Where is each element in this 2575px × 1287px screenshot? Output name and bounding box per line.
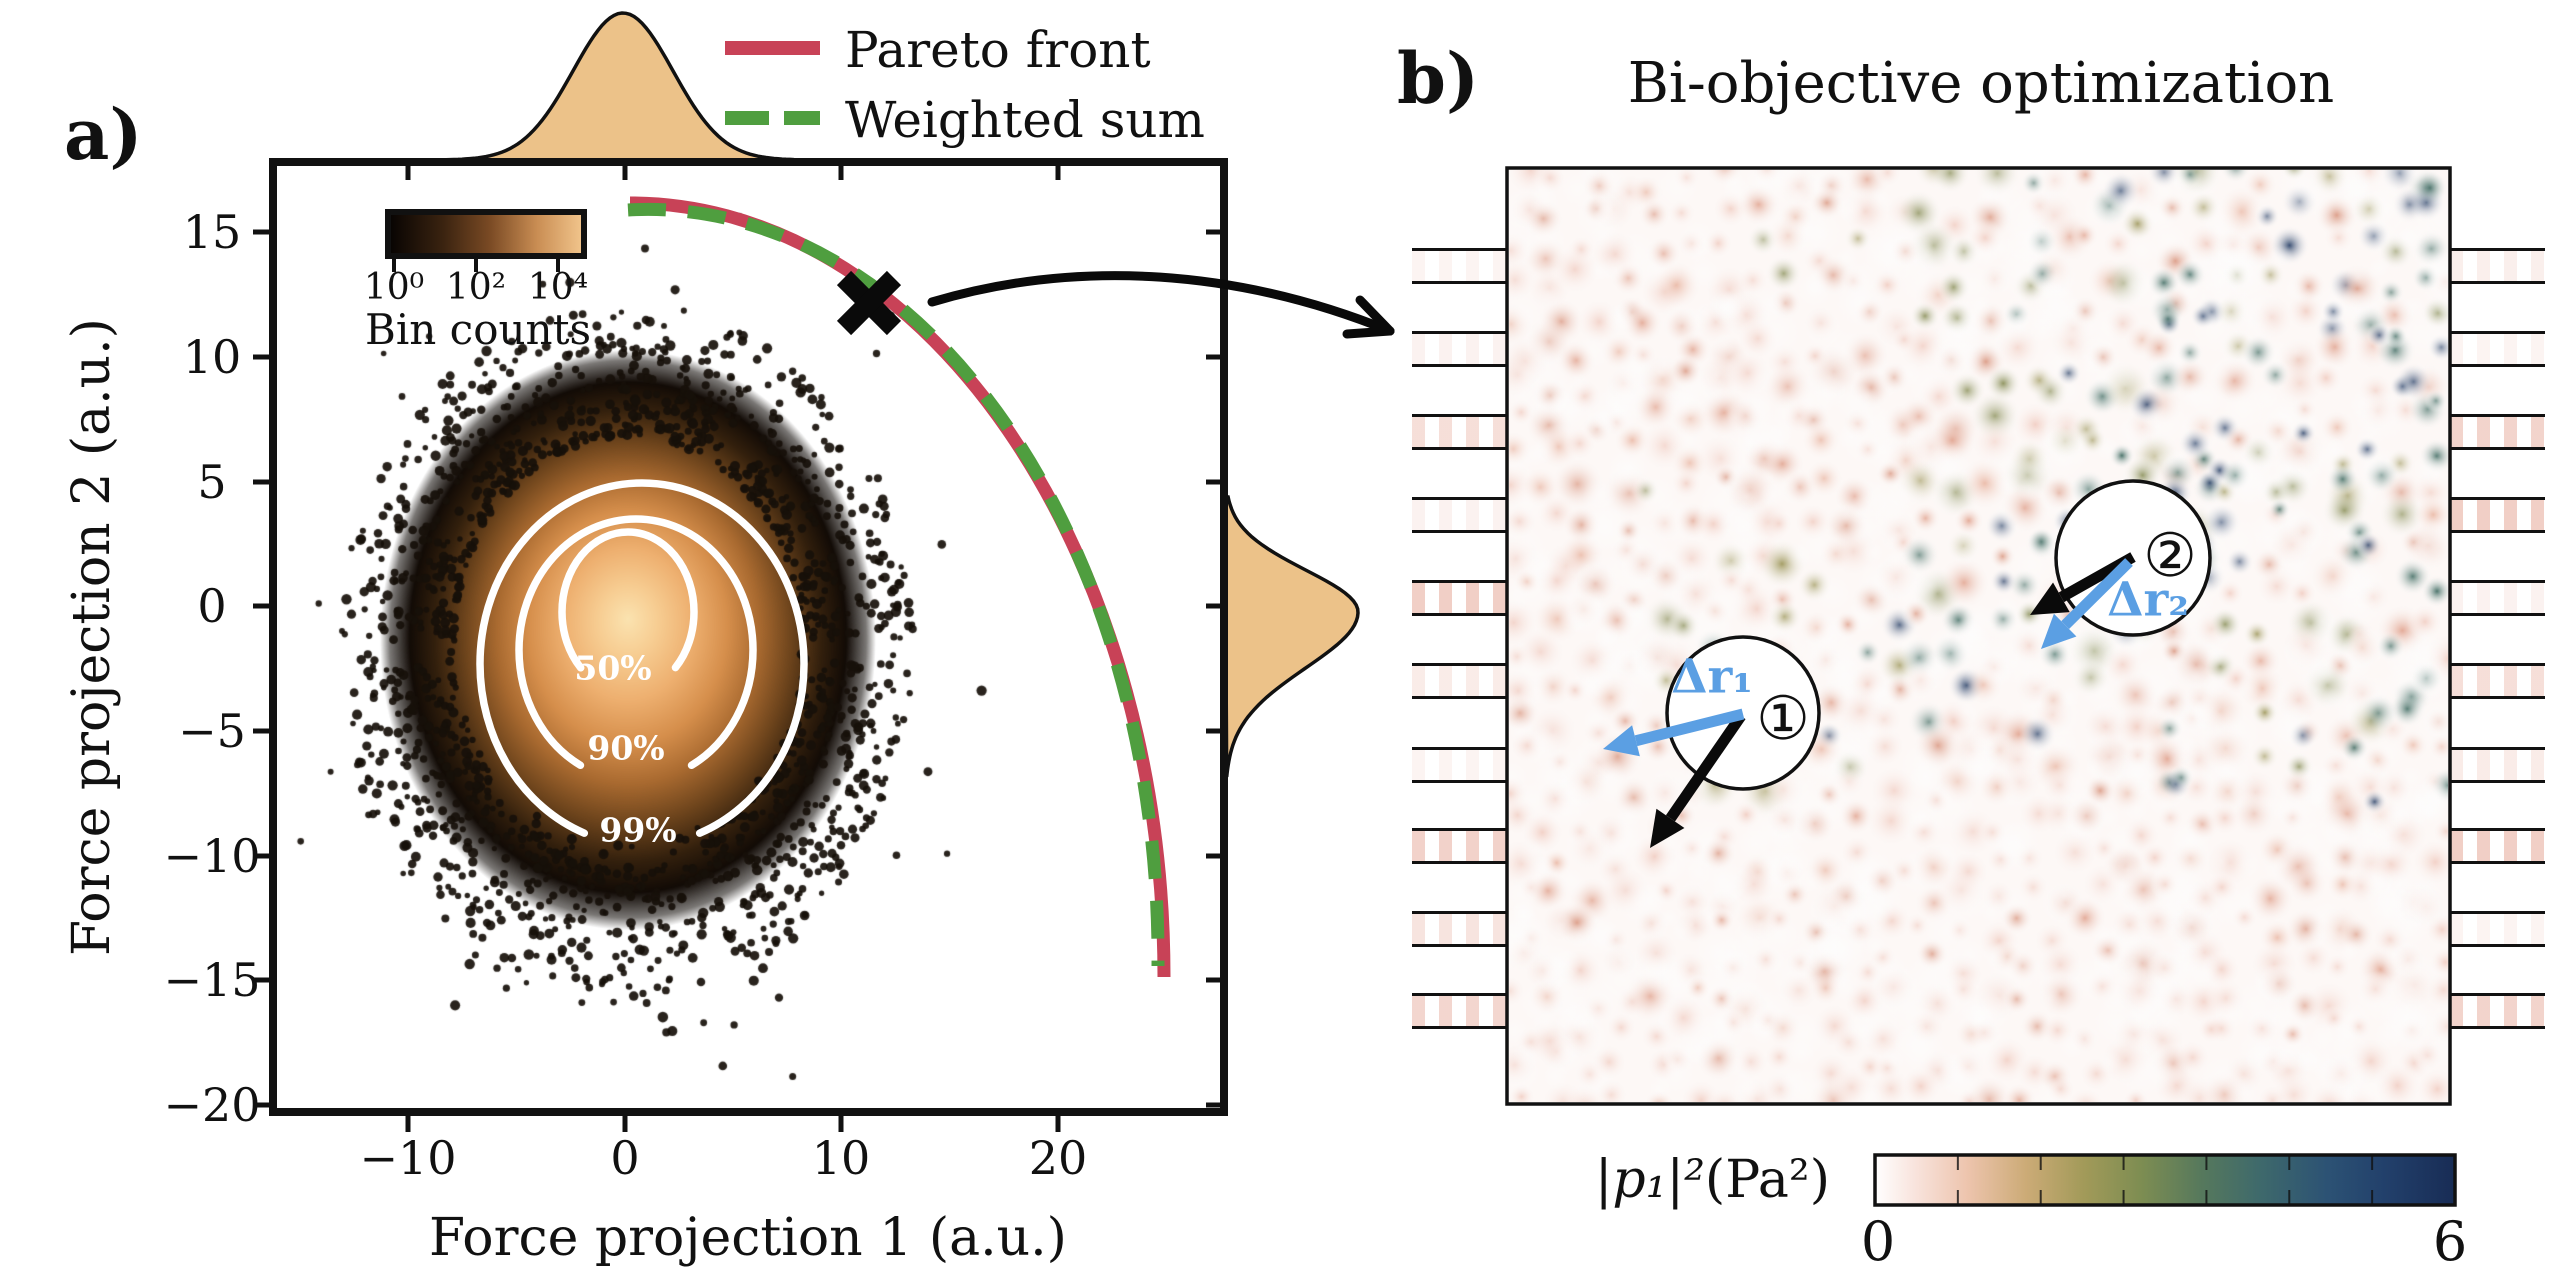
y-tick-label: 15 — [182, 205, 242, 259]
bin-counts-tick-1: 10² — [445, 267, 507, 308]
transducer-channel-right-8 — [2450, 828, 2545, 864]
y-tick-label: 5 — [197, 455, 227, 509]
trap-2-displacement-arrow-shaft — [2061, 558, 2133, 630]
panel-a-ticks — [253, 162, 1224, 1132]
trap-1-number: ① — [1756, 684, 1810, 754]
right-marginal-kde — [1223, 495, 1360, 778]
transducer-channel-right-7 — [2450, 747, 2545, 783]
y-tick-label: 0 — [197, 579, 227, 633]
legend-label-weighted-sum: Weighted sum — [845, 91, 1205, 149]
bin-counts-tick-2: 10⁴ — [527, 267, 589, 308]
contour-label-99: 99% — [599, 810, 677, 850]
trap-1-displacement-arrow-shaft — [1634, 708, 1745, 747]
transducer-channel-left-5 — [1412, 580, 1507, 616]
transducer-channel-left-7 — [1412, 747, 1507, 783]
transducer-channel-right-6 — [2450, 663, 2545, 699]
panel-b-field-frame — [1505, 166, 2452, 1106]
contour-label-90: 90% — [587, 728, 665, 768]
y-tick-label: −10 — [163, 829, 261, 883]
bin-counts-colorbar — [385, 209, 587, 259]
annotation-arrow — [927, 271, 1395, 339]
panel-a-label: a) — [64, 93, 143, 176]
transducer-channel-left-2 — [1412, 331, 1507, 367]
field-quantity-label: |p₁|²(Pa²) — [1595, 1154, 1830, 1206]
density-contour-99% — [476, 479, 808, 849]
transducer-channel-left-3 — [1412, 414, 1507, 450]
transducer-channel-left-9 — [1412, 911, 1507, 947]
selected-point-marker — [836, 270, 902, 336]
contour-label-50: 50% — [574, 648, 652, 688]
delta-r1-label: Δr₁ — [1671, 649, 1753, 705]
legend-label-pareto: Pareto front — [845, 21, 1151, 79]
trap-2-displacement-arrow-head — [2041, 613, 2077, 649]
x-tick-label: 20 — [1028, 1131, 1088, 1185]
trap-1-target-arrow-head — [1650, 808, 1685, 848]
trap-annotations — [1603, 479, 2212, 848]
density-hexbin-canvas — [277, 166, 1220, 1108]
transducer-channel-right-4 — [2450, 497, 2545, 533]
transducer-channel-left-8 — [1412, 828, 1507, 864]
density-contour-50% — [558, 528, 698, 696]
transducer-channel-left-6 — [1412, 663, 1507, 699]
trap-circle-1 — [1665, 635, 1821, 791]
transducer-channel-right-3 — [2450, 414, 2545, 450]
x-tick-label: −10 — [359, 1131, 457, 1185]
panel-a-axes-frame — [269, 158, 1228, 1116]
trap-2-number: ② — [2143, 521, 2197, 591]
field-colorbar-ticks — [1956, 1156, 2374, 1204]
panel-a-ylabel: Force projection 2 (a.u.) — [62, 318, 122, 956]
trap-1-displacement-arrow-head — [1603, 725, 1640, 757]
density-contours — [476, 479, 808, 849]
trap-2-target-arrow-head — [2030, 582, 2070, 615]
field-colorbar-min: 0 — [1860, 1210, 1896, 1273]
transducer-channel-right-10 — [2450, 993, 2545, 1029]
trap-1-target-arrow-shaft — [1665, 712, 1746, 822]
transducer-channel-left-1 — [1412, 248, 1507, 284]
transducer-channel-right-9 — [2450, 911, 2545, 947]
transducer-channel-right-2 — [2450, 331, 2545, 367]
top-marginal-kde — [436, 11, 807, 162]
bin-counts-colorbar-ticks — [392, 258, 560, 272]
x-tick-label: 10 — [811, 1131, 871, 1185]
panel-b-label: b) — [1397, 37, 1480, 120]
x-tick-label: 0 — [610, 1131, 640, 1185]
y-tick-label: −20 — [163, 1078, 261, 1132]
delta-r2-label: Δr₂ — [2107, 572, 2189, 628]
weighted-sum-curve — [627, 202, 1165, 967]
field-colorbar-max: 6 — [2432, 1210, 2468, 1273]
transducer-channel-left-10 — [1412, 993, 1507, 1029]
transducer-channel-left-4 — [1412, 497, 1507, 533]
y-tick-label: −5 — [178, 704, 246, 758]
acoustic-field-canvas — [1509, 170, 2448, 1102]
field-quantity-math: |p₁|² — [1594, 1150, 1705, 1210]
y-tick-label: 10 — [182, 330, 242, 384]
panel-a-xlabel: Force projection 1 (a.u.) — [429, 1208, 1067, 1268]
panel-b-title: Bi-objective optimization — [1627, 51, 2335, 116]
y-tick-label: −15 — [163, 953, 261, 1007]
density-contour-90% — [515, 515, 757, 785]
bin-counts-tick-0: 10⁰ — [363, 267, 425, 308]
field-colorbar — [1873, 1153, 2457, 1207]
transducer-channel-right-5 — [2450, 580, 2545, 616]
transducer-channel-right-1 — [2450, 248, 2545, 284]
field-quantity-unit: (Pa²) — [1704, 1150, 1830, 1210]
bin-counts-caption: Bin counts — [364, 305, 592, 354]
